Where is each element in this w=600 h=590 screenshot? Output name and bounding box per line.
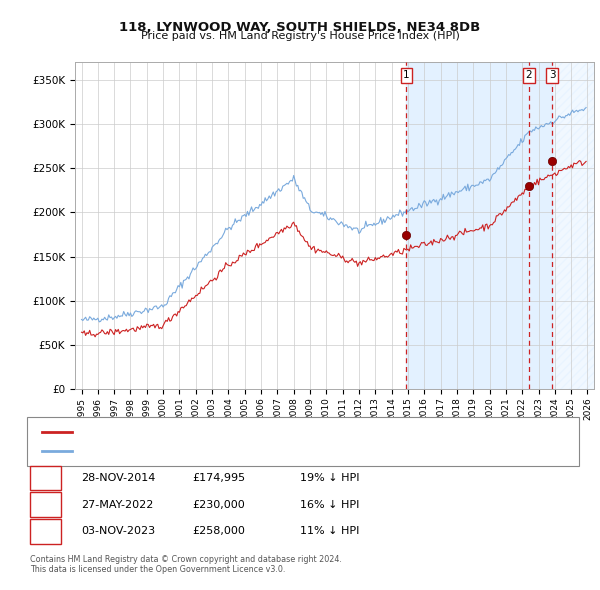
Text: £174,995: £174,995: [192, 473, 245, 483]
Text: 1: 1: [403, 70, 410, 80]
Text: £230,000: £230,000: [192, 500, 245, 510]
Text: £258,000: £258,000: [192, 526, 245, 536]
Text: 27-MAY-2022: 27-MAY-2022: [81, 500, 154, 510]
Text: 11% ↓ HPI: 11% ↓ HPI: [300, 526, 359, 536]
Text: 03-NOV-2023: 03-NOV-2023: [81, 526, 155, 536]
Text: 118, LYNWOOD WAY, SOUTH SHIELDS, NE34 8DB: 118, LYNWOOD WAY, SOUTH SHIELDS, NE34 8D…: [119, 21, 481, 34]
Text: 16% ↓ HPI: 16% ↓ HPI: [300, 500, 359, 510]
Text: HPI: Average price, detached house, South Tyneside: HPI: Average price, detached house, Sout…: [78, 446, 333, 456]
Text: 3: 3: [42, 526, 49, 536]
Text: 2: 2: [526, 70, 532, 80]
Text: 3: 3: [549, 70, 556, 80]
Text: 2: 2: [42, 500, 49, 510]
Text: Contains HM Land Registry data © Crown copyright and database right 2024.: Contains HM Land Registry data © Crown c…: [30, 555, 342, 563]
Bar: [406, 62, 552, 389]
Text: This data is licensed under the Open Government Licence v3.0.: This data is licensed under the Open Gov…: [30, 565, 286, 574]
Text: 28-NOV-2014: 28-NOV-2014: [81, 473, 155, 483]
Bar: [552, 62, 596, 389]
Text: 19% ↓ HPI: 19% ↓ HPI: [300, 473, 359, 483]
Text: 1: 1: [42, 473, 49, 483]
Text: Price paid vs. HM Land Registry's House Price Index (HPI): Price paid vs. HM Land Registry's House …: [140, 31, 460, 41]
Text: 118, LYNWOOD WAY, SOUTH SHIELDS, NE34 8DB (detached house): 118, LYNWOOD WAY, SOUTH SHIELDS, NE34 8D…: [78, 427, 407, 437]
